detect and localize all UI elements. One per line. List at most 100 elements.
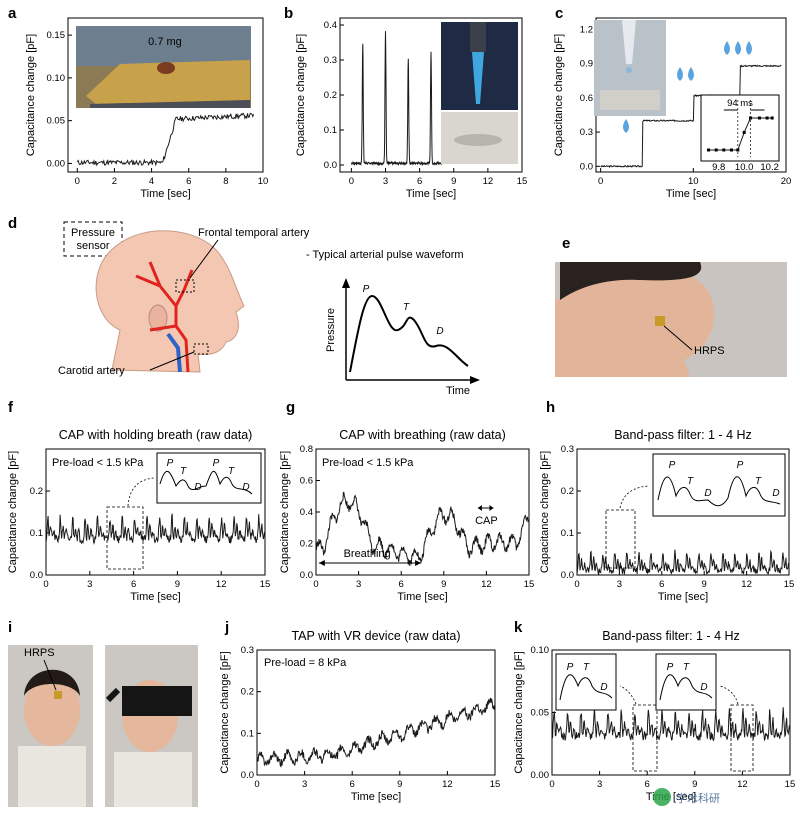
y-tick-label: 0.2 xyxy=(300,539,313,550)
plot-frame xyxy=(45,448,266,576)
inset-t-label: T xyxy=(583,662,590,673)
y-tick-label: 0.2 xyxy=(324,90,337,101)
pressure-sensor-box xyxy=(63,221,123,257)
panel-label: b xyxy=(284,5,293,22)
panel-label: i xyxy=(8,619,12,636)
preload-annotation: Pre-load < 1.5 kPa xyxy=(52,457,144,469)
inset-caption: 94 ms xyxy=(727,98,753,109)
x-tick-label: 12 xyxy=(481,579,492,590)
x-tick-label: 9 xyxy=(702,579,707,590)
sensor-pad xyxy=(454,134,502,146)
panel-label: g xyxy=(286,399,295,416)
inset-point xyxy=(757,116,761,120)
x-tick-label: 6 xyxy=(659,579,664,590)
y-tick-label: 0.3 xyxy=(580,127,593,138)
x-axis-label: Time [sec] xyxy=(658,591,708,603)
watermark-text: 学术科研 xyxy=(676,791,720,805)
inset-d-label: D xyxy=(700,682,707,693)
pressure-sensor-label: sensor xyxy=(76,240,109,252)
series-line xyxy=(315,491,530,567)
x-axis-label: Time [sec] xyxy=(397,591,447,603)
panel-label: d xyxy=(8,215,17,232)
zoom-arrow xyxy=(619,685,637,705)
y-tick-label: 0.4 xyxy=(300,507,313,518)
peak-t-label: T xyxy=(403,302,410,313)
panel-e: HRPS xyxy=(555,262,787,377)
y-tick-label: 0.1 xyxy=(561,528,574,539)
y-axis-label: Capacitance change [pF] xyxy=(279,451,291,573)
zoom-inset: 94 ms 9.8 10.0 10.2 xyxy=(700,94,780,173)
inset-p-label: P xyxy=(567,662,574,673)
plot-frame xyxy=(576,448,790,576)
chart-title: TAP with VR device (raw data) xyxy=(291,629,460,643)
cap-label: CAP xyxy=(475,515,498,527)
y-tick-label: 0.8 xyxy=(300,444,313,455)
series-line xyxy=(351,31,443,167)
droplet-icon xyxy=(677,67,683,81)
ear xyxy=(148,304,168,332)
y-tick-label: 0.9 xyxy=(580,59,593,70)
hrps-leader xyxy=(663,325,693,351)
pressure-sensor-label: Pressure xyxy=(71,227,115,239)
x-tick-label: 0 xyxy=(598,176,603,187)
inset-p-label: P xyxy=(669,460,676,471)
x-tick-label: 3 xyxy=(597,779,602,790)
x-tick-label: 3 xyxy=(302,779,307,790)
series-line xyxy=(256,697,496,768)
y-axis-label: Capacitance change [pF] xyxy=(219,651,231,773)
sample-weight xyxy=(157,62,175,74)
y-tick-label: 0.00 xyxy=(531,770,550,781)
vr-headset xyxy=(122,686,192,716)
peak-d-label: D xyxy=(436,326,443,337)
breathing-label: Breathing xyxy=(344,548,391,560)
waveform-curve xyxy=(349,294,469,373)
y-tick-label: 0.0 xyxy=(30,570,43,581)
x-arrowhead xyxy=(470,376,480,384)
x-axis-label: Time [sec] xyxy=(140,188,190,200)
panel-i: HRPS xyxy=(8,645,198,807)
x-tick-label: 6 xyxy=(350,779,355,790)
hrps-label: HRPS xyxy=(24,647,55,659)
x-axis-label: Time [sec] xyxy=(406,188,456,200)
y-tick-label: 0.0 xyxy=(300,570,313,581)
y-tick-label: 0.1 xyxy=(241,728,254,739)
x-tick-label: 9 xyxy=(175,579,180,590)
x-tick-label: 0 xyxy=(313,579,318,590)
y-arrowhead xyxy=(342,278,350,288)
waveform-title: - Typical arterial pulse waveform xyxy=(306,249,464,261)
y-tick-label: 0.0 xyxy=(580,161,593,172)
head-silhouette xyxy=(95,230,245,373)
y-tick-label: 0.1 xyxy=(30,528,43,539)
y-tick-label: 0.00 xyxy=(47,158,66,169)
panel-label: f xyxy=(8,399,14,416)
panel-label: a xyxy=(8,5,17,22)
y-tick-label: 0.3 xyxy=(241,645,254,656)
zoom-inset-curve xyxy=(559,674,613,701)
preload-annotation: Pre-load < 1.5 kPa xyxy=(322,457,414,469)
zoom-window xyxy=(730,704,754,772)
inset-point xyxy=(729,148,733,152)
chart-title: Band-pass filter: 1 - 4 Hz xyxy=(614,428,752,442)
panel-f: 0 3 6 9 12 15 0.0 0.1 0.2 Time [sec] Capacitance c… xyxy=(7,428,270,603)
cap-arrowhead xyxy=(477,505,482,511)
zoom-window xyxy=(605,509,636,569)
x-tick-label: 6 xyxy=(186,176,191,187)
series-line xyxy=(45,513,266,545)
wechat-icon xyxy=(653,788,671,806)
x-tick-label: 6 xyxy=(417,176,422,187)
inset-point xyxy=(770,116,774,120)
inset-d-label: D xyxy=(600,682,607,693)
face-front xyxy=(24,674,80,746)
inset-series-line xyxy=(708,117,773,151)
y-axis-label: Capacitance change [pF] xyxy=(553,34,565,156)
zoom-arrow xyxy=(619,485,649,509)
x-tick-label: 9 xyxy=(397,779,402,790)
inset-p-label: P xyxy=(737,460,744,471)
y-tick-label: 0.0 xyxy=(324,160,337,171)
x-tick-label: 3 xyxy=(356,579,361,590)
x-tick-label: 6 xyxy=(645,779,650,790)
x-tick-label: 12 xyxy=(216,579,227,590)
inset-t-label: T xyxy=(687,476,694,487)
x-axis-label: Time [sec] xyxy=(130,591,180,603)
